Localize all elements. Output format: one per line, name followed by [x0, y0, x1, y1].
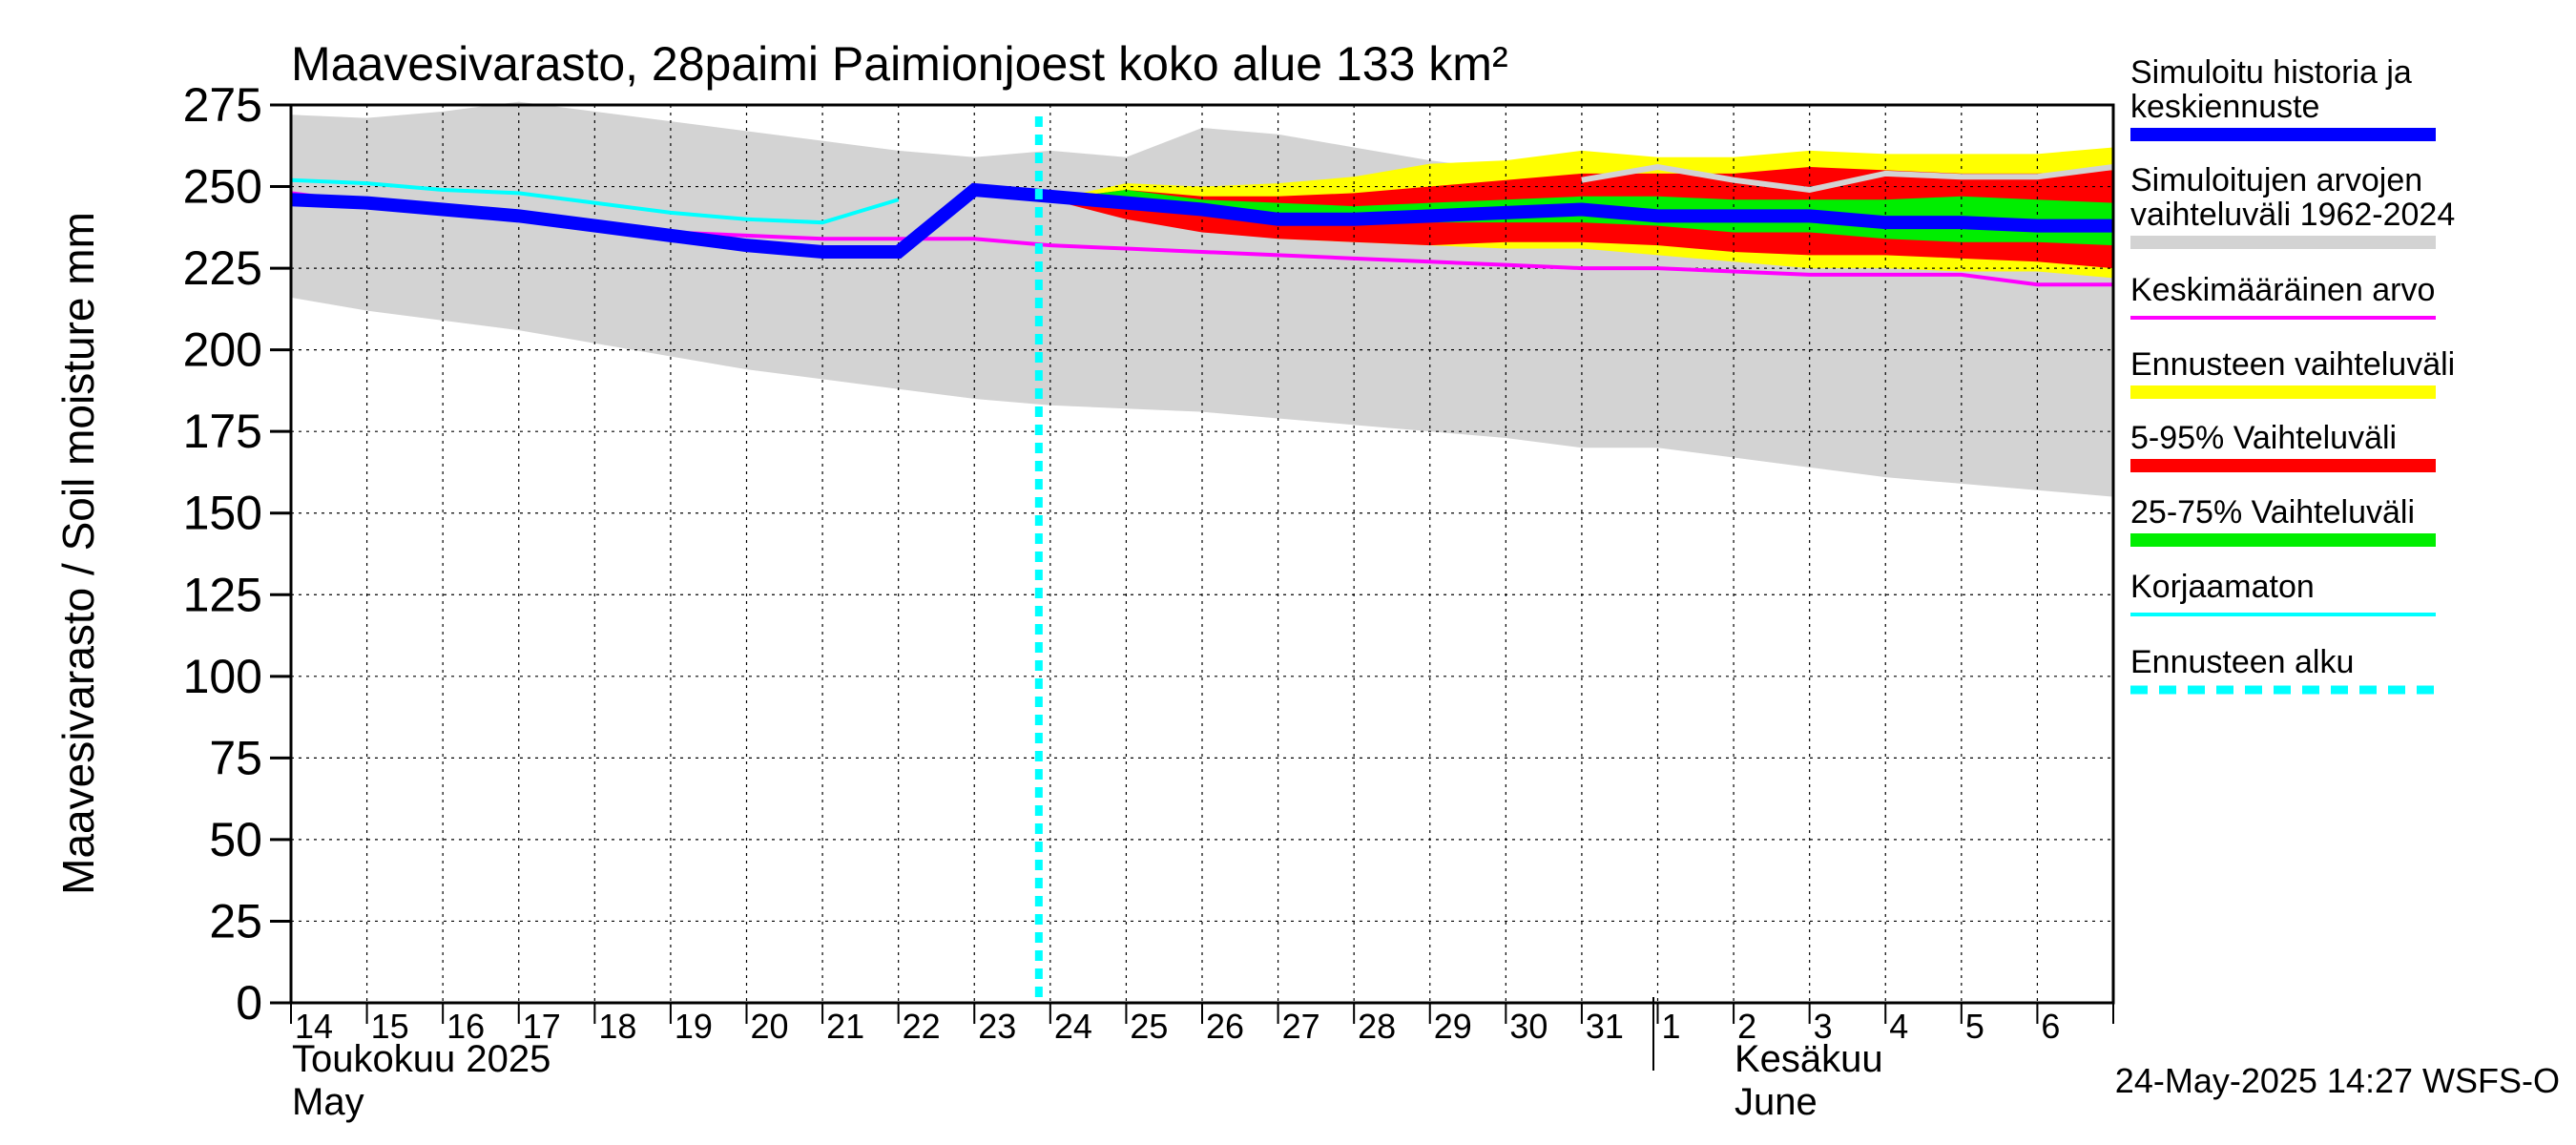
y-tick-label: 275: [183, 78, 262, 132]
month-label-june-en: June: [1735, 1081, 1818, 1123]
x-tick-label: 4: [1889, 1007, 1908, 1046]
x-tick-label: 28: [1358, 1007, 1396, 1046]
x-tick-label: 25: [1130, 1007, 1168, 1046]
y-axis-ticks: 0 25 50 75 100 125 150 175 200 225 250 275: [183, 78, 291, 1030]
x-tick-label: 29: [1434, 1007, 1472, 1046]
y-tick-label: 200: [183, 323, 262, 377]
month-label-may-en: May: [292, 1081, 364, 1123]
x-tick-label: 23: [978, 1007, 1016, 1046]
legend-label: Ennusteen vaihteluväli: [2130, 346, 2455, 383]
y-tick-label: 250: [183, 160, 262, 214]
legend-label: Ennusteen alku: [2130, 644, 2354, 680]
x-tick-label: 15: [371, 1007, 409, 1046]
uncorrected-line: [290, 177, 900, 225]
y-tick-label: 225: [183, 241, 262, 295]
x-tick-label: 27: [1282, 1007, 1320, 1046]
x-tick-label: 18: [598, 1007, 636, 1046]
x-tick-label: 31: [1586, 1007, 1624, 1046]
y-tick-label: 75: [209, 731, 262, 784]
legend-label: 5-95% Vaihteluväli: [2130, 420, 2397, 456]
x-tick-label: 1: [1662, 1007, 1681, 1046]
x-tick-label: 21: [826, 1007, 864, 1046]
y-tick-label: 150: [183, 487, 262, 540]
legend: Simuloitu historia ja keskiennuste Simuloi…: [2130, 54, 2455, 695]
grid-lines: [291, 105, 2113, 1003]
x-tick-label: 22: [903, 1007, 941, 1046]
legend-label: Korjaamaton: [2130, 569, 2315, 605]
y-tick-label: 175: [183, 405, 262, 458]
y-axis-label: Maavesivarasto / Soil moisture mm: [53, 212, 103, 895]
x-tick-label: 24: [1054, 1007, 1092, 1046]
x-axis-ticks: 14 15 16 17 18 19 20 21 22 23 24 25 26 27 28 29 30 31 1 2 3 4…: [290, 1003, 2114, 1046]
month-label-may-fi: Toukokuu 2025: [292, 1038, 551, 1080]
legend-label: Simuloitujen arvojen vaihteluväli 1962-20…: [2130, 162, 2455, 233]
x-tick-label: 20: [751, 1007, 789, 1046]
x-tick-label: 26: [1206, 1007, 1244, 1046]
legend-label: Keskimääräinen arvo: [2130, 272, 2435, 308]
x-tick-label: 14: [295, 1007, 333, 1046]
x-tick-label: 16: [447, 1007, 485, 1046]
x-tick-label: 6: [2041, 1007, 2060, 1046]
x-tick-label: 30: [1509, 1007, 1548, 1046]
y-tick-label: 125: [183, 568, 262, 621]
p25-75-band: [1049, 189, 2113, 246]
y-tick-label: 100: [183, 650, 262, 703]
legend-label: Simuloitu historia ja keskiennuste: [2130, 54, 2412, 125]
x-tick-label: 17: [523, 1007, 561, 1046]
x-tick-label: 3: [1814, 1007, 1833, 1046]
hist-max-line: [1581, 163, 2114, 194]
legend-label: 25-75% Vaihteluväli: [2130, 494, 2415, 531]
x-tick-label: 19: [675, 1007, 713, 1046]
y-tick-label: 25: [209, 894, 262, 947]
plot-lines: [290, 116, 2114, 1003]
simulated-median-line: [290, 182, 2113, 259]
y-tick-label: 0: [236, 976, 262, 1030]
x-tick-label: 5: [1965, 1007, 1984, 1046]
x-tick-label: 2: [1737, 1007, 1756, 1046]
month-label-june-fi: Kesäkuu: [1735, 1038, 1883, 1080]
chart-title: Maavesivarasto, 28paimi Paimionjoest kok…: [291, 37, 1508, 91]
footer-timestamp: 24-May-2025 14:27 WSFS-O: [2115, 1061, 2560, 1100]
y-tick-label: 50: [209, 813, 262, 866]
